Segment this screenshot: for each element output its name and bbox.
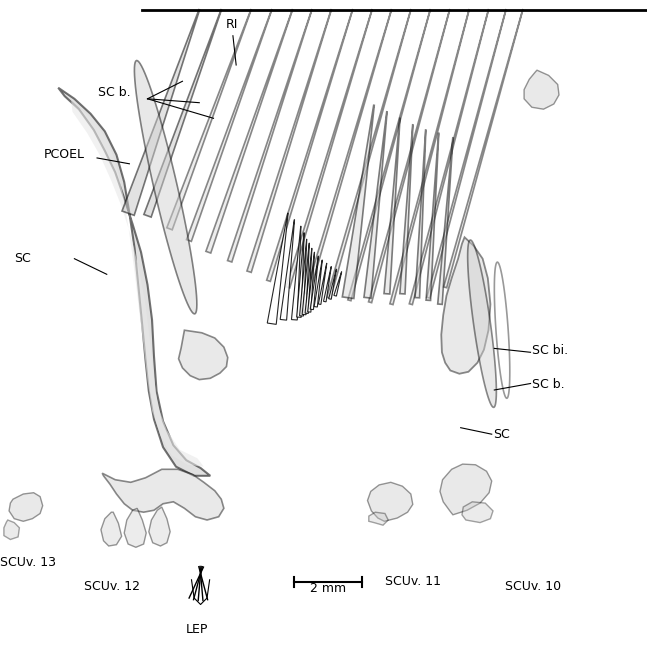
Text: SCUv. 11: SCUv. 11 (385, 575, 441, 588)
Polygon shape (327, 10, 411, 298)
Text: SC: SC (493, 428, 510, 441)
Polygon shape (329, 269, 336, 299)
Polygon shape (4, 520, 19, 540)
Polygon shape (324, 266, 331, 302)
Polygon shape (318, 263, 327, 304)
Polygon shape (390, 10, 469, 305)
Polygon shape (369, 512, 388, 525)
Polygon shape (427, 10, 506, 298)
Text: SC b.: SC b. (532, 378, 564, 391)
Polygon shape (494, 262, 510, 398)
Text: PCOEL: PCOEL (44, 148, 85, 161)
Polygon shape (441, 237, 490, 374)
Polygon shape (400, 125, 413, 294)
Text: RI: RI (225, 18, 238, 31)
Polygon shape (308, 252, 314, 312)
Text: SC b.: SC b. (98, 86, 131, 99)
Polygon shape (300, 239, 307, 316)
Polygon shape (462, 502, 493, 523)
Polygon shape (305, 248, 312, 313)
Text: SC: SC (14, 252, 31, 265)
Polygon shape (135, 60, 197, 314)
Polygon shape (305, 10, 391, 294)
Polygon shape (9, 493, 43, 521)
Polygon shape (444, 10, 523, 288)
Polygon shape (179, 330, 228, 380)
Polygon shape (426, 133, 439, 300)
Polygon shape (122, 10, 199, 215)
Polygon shape (247, 10, 331, 272)
Polygon shape (311, 256, 318, 309)
Polygon shape (314, 260, 322, 307)
Polygon shape (286, 10, 372, 288)
Polygon shape (438, 138, 453, 304)
Polygon shape (302, 243, 309, 315)
Polygon shape (124, 508, 146, 547)
Polygon shape (58, 88, 210, 476)
Text: SC bi.: SC bi. (532, 344, 568, 358)
Polygon shape (297, 233, 304, 317)
Polygon shape (149, 507, 170, 546)
Polygon shape (367, 482, 413, 521)
Polygon shape (186, 10, 272, 241)
Polygon shape (206, 10, 292, 253)
Text: SCUv. 10: SCUv. 10 (505, 580, 561, 593)
Polygon shape (267, 10, 353, 281)
Polygon shape (102, 469, 224, 520)
Polygon shape (364, 112, 387, 298)
Polygon shape (369, 10, 450, 303)
Polygon shape (440, 464, 492, 515)
Text: 2 mm: 2 mm (310, 582, 346, 595)
Polygon shape (415, 130, 426, 298)
Polygon shape (267, 213, 288, 324)
Polygon shape (228, 10, 312, 262)
Polygon shape (384, 118, 400, 294)
Polygon shape (292, 226, 301, 320)
Polygon shape (101, 512, 122, 546)
Polygon shape (524, 70, 559, 109)
Polygon shape (348, 10, 430, 301)
Polygon shape (167, 10, 251, 230)
Polygon shape (280, 220, 294, 320)
Polygon shape (334, 272, 342, 296)
Polygon shape (468, 240, 496, 408)
Polygon shape (144, 10, 221, 217)
Polygon shape (71, 101, 204, 467)
Polygon shape (342, 105, 374, 298)
Text: LEP: LEP (186, 623, 208, 636)
Text: SCUv. 13: SCUv. 13 (0, 556, 56, 569)
Text: SCUv. 12: SCUv. 12 (84, 580, 140, 593)
Polygon shape (410, 10, 488, 305)
